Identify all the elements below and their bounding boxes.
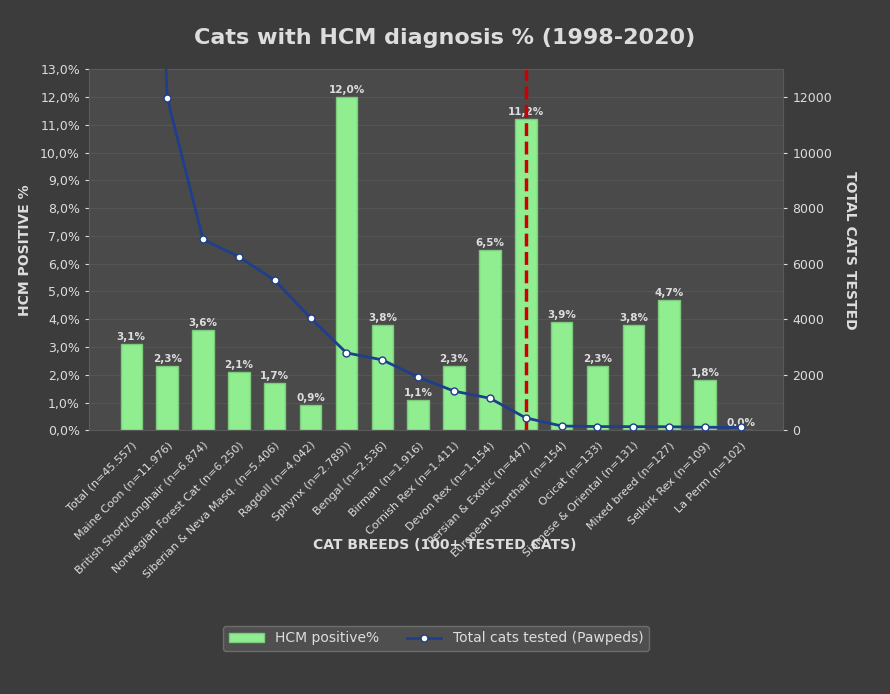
Text: 1,1%: 1,1% — [404, 387, 433, 398]
Bar — [587, 366, 608, 430]
Bar — [515, 119, 537, 430]
Bar — [479, 250, 501, 430]
Bar — [120, 344, 142, 430]
Bar — [300, 405, 321, 430]
Bar — [443, 366, 465, 430]
Bar — [264, 383, 286, 430]
Bar — [551, 322, 572, 430]
Bar — [192, 330, 214, 430]
Bar — [336, 97, 357, 430]
Text: 0,0%: 0,0% — [726, 418, 756, 428]
Text: 2,3%: 2,3% — [583, 354, 612, 364]
Bar — [694, 380, 716, 430]
Text: 11,2%: 11,2% — [507, 107, 544, 117]
Bar — [157, 366, 178, 430]
Text: CAT BREEDS (100+ TESTED CATS): CAT BREEDS (100+ TESTED CATS) — [313, 538, 577, 552]
Bar — [228, 372, 249, 430]
Text: 6,5%: 6,5% — [475, 237, 505, 248]
Text: 2,3%: 2,3% — [440, 354, 468, 364]
Bar — [659, 300, 680, 430]
Legend: HCM positive%, Total cats tested (Pawpeds): HCM positive%, Total cats tested (Pawped… — [223, 626, 649, 651]
Text: 1,7%: 1,7% — [260, 371, 289, 381]
Bar — [408, 400, 429, 430]
Text: 4,7%: 4,7% — [654, 287, 684, 298]
Text: 3,9%: 3,9% — [547, 310, 576, 320]
Bar — [371, 325, 393, 430]
Text: 1,8%: 1,8% — [691, 368, 719, 378]
Text: 2,1%: 2,1% — [224, 359, 254, 370]
Y-axis label: TOTAL CATS TESTED: TOTAL CATS TESTED — [843, 171, 857, 329]
Text: 3,6%: 3,6% — [189, 318, 217, 328]
Text: 0,9%: 0,9% — [296, 393, 325, 403]
Text: 3,8%: 3,8% — [368, 312, 397, 323]
Text: 2,3%: 2,3% — [153, 354, 182, 364]
Text: Cats with HCM diagnosis % (1998-2020): Cats with HCM diagnosis % (1998-2020) — [194, 28, 696, 48]
Text: 3,1%: 3,1% — [117, 332, 146, 342]
Y-axis label: HCM POSITIVE %: HCM POSITIVE % — [18, 184, 32, 316]
Text: 3,8%: 3,8% — [619, 312, 648, 323]
Text: 12,0%: 12,0% — [328, 85, 365, 95]
Bar — [623, 325, 644, 430]
